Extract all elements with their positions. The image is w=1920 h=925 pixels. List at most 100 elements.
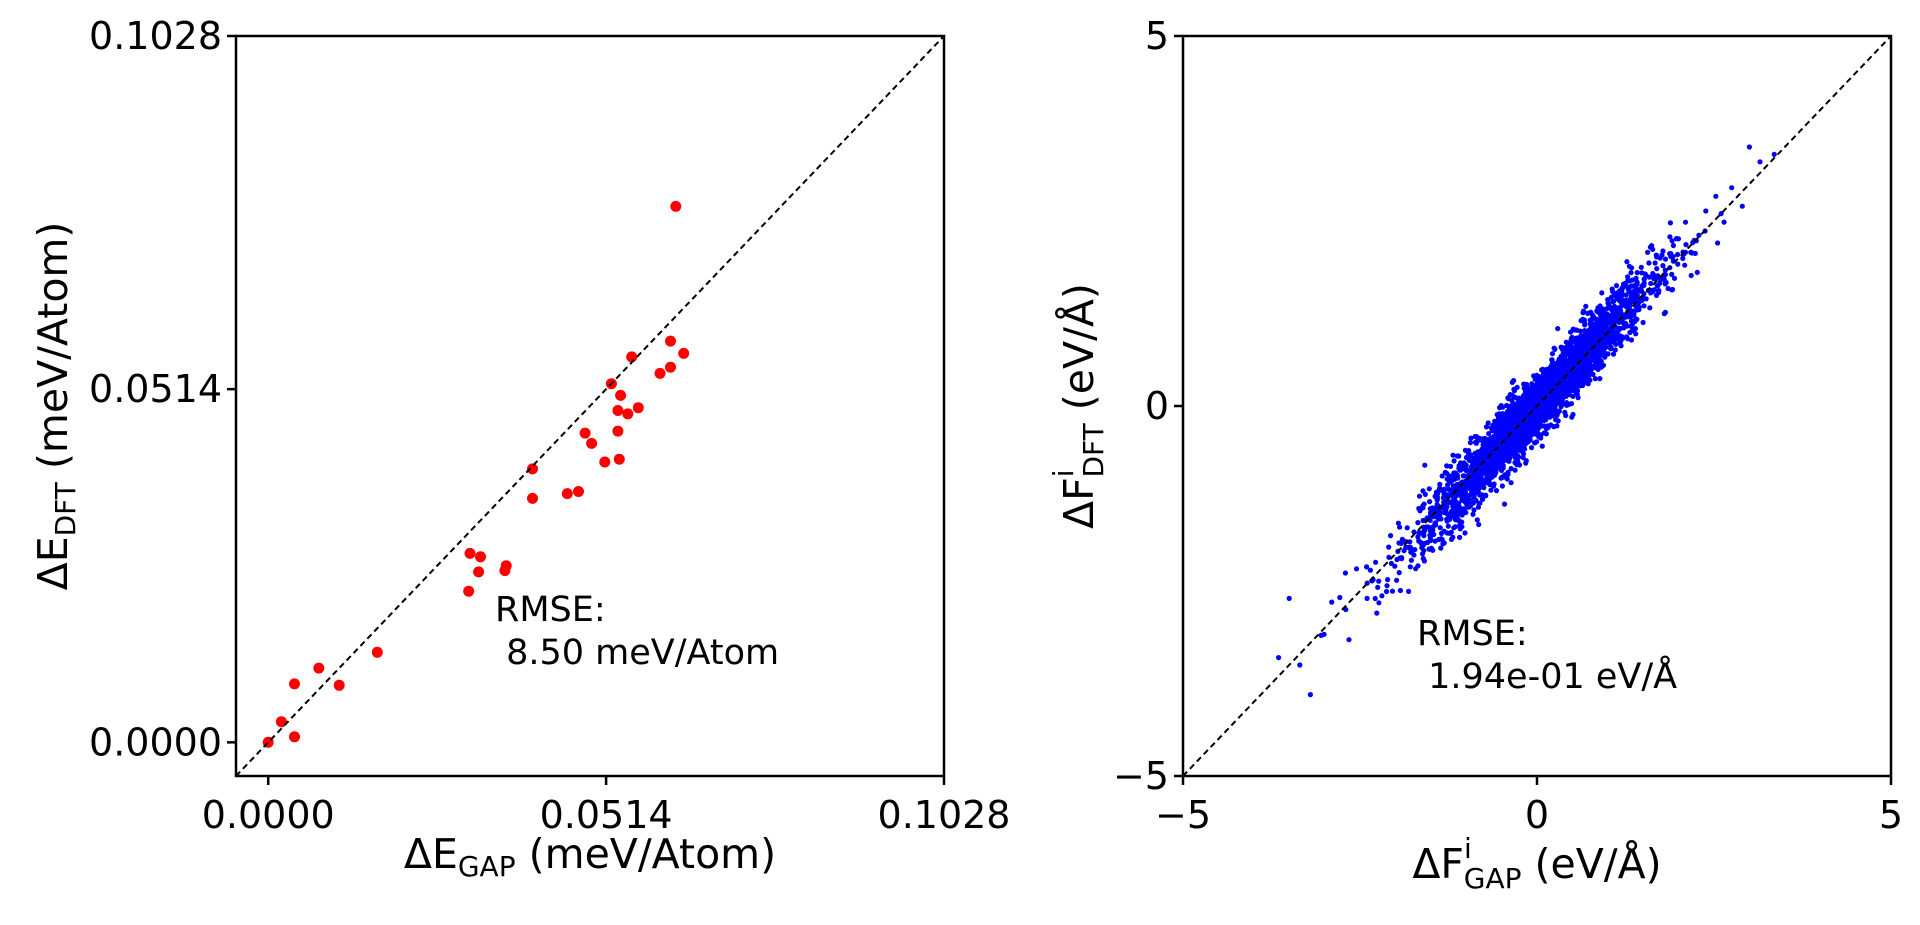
force-point [1276,655,1282,661]
energy-point [612,425,624,437]
force-point [1512,460,1518,466]
force-point [1531,398,1537,404]
force-point [1511,388,1518,394]
force-point [1408,557,1414,563]
force-point [1638,264,1644,270]
force-point [1376,600,1382,606]
force-y-axis-label: ΔFiDFT (eV/Å) [1047,283,1110,529]
force-point [1573,383,1579,389]
force-point [1567,381,1573,387]
energy-points-layer [262,200,690,748]
force-point [1473,440,1479,446]
force-point [1474,476,1480,482]
force-point [1496,411,1502,417]
force-point [1545,405,1551,411]
force-point [1584,331,1590,337]
force-point [1660,248,1666,254]
force-point [1633,285,1639,291]
force-point [1688,272,1694,279]
energy-parity-plot: 0.0000 0.0514 0.1028 0.0000 0.0514 0.1028 RM… [29,14,1010,883]
force-point [1623,303,1629,309]
force-point [1571,352,1577,358]
force-point [1618,304,1624,310]
force-point [1416,493,1423,499]
force-point [1638,285,1644,292]
force-y-tick-label: −5 [1113,754,1169,798]
force-point [1553,417,1559,423]
energy-x-axis-label: ΔEGAP (meV/Atom) [404,830,776,883]
force-point [1474,463,1480,469]
force-point [1634,316,1640,322]
force-point [1661,276,1667,283]
force-point [1626,263,1632,269]
force-point [1439,537,1445,543]
force-rmse-label: RMSE: 1.94e-01 eV/Å [1417,614,1677,697]
force-point [1477,481,1483,487]
force-point [1550,413,1556,419]
force-point [1581,308,1587,314]
force-point [1592,376,1598,382]
force-point [1688,249,1694,255]
force-point [1559,356,1565,362]
force-point [1487,457,1493,463]
force-point [1593,358,1599,364]
force-point [1645,249,1651,255]
force-point [1620,335,1626,341]
force-point [1488,487,1494,493]
force-point [1529,413,1535,420]
force-point [1628,318,1635,324]
force-point [1447,516,1453,522]
force-point [1682,219,1689,225]
force-point [1375,584,1381,590]
force-point [1721,219,1727,225]
force-point [1545,423,1551,429]
force-point [1623,292,1629,298]
force-point [1469,477,1475,483]
force-point [1448,529,1454,535]
force-point [1554,423,1560,429]
force-point [1449,499,1455,505]
force-point [1617,309,1623,315]
force-y-tick-label: 5 [1145,14,1169,58]
force-point [1529,425,1535,431]
force-point [1364,564,1370,570]
force-point [1490,467,1496,473]
force-point [1568,371,1574,377]
force-point [1555,362,1561,368]
force-point [1680,255,1686,261]
force-point [1512,467,1518,473]
force-point [1568,345,1575,351]
force-point [1583,367,1589,373]
force-point [1450,503,1456,509]
force-point [1580,371,1586,377]
energy-point [678,347,690,359]
force-point [1603,320,1609,327]
force-point [1602,345,1608,351]
force-point [1498,475,1504,481]
force-point [1460,473,1466,479]
force-point [1520,454,1526,461]
force-point [1670,242,1676,249]
force-point [1549,357,1555,363]
force-point [1544,383,1550,389]
force-point [1608,305,1614,311]
force-point [1564,346,1570,352]
force-point [1616,313,1622,319]
force-point [1401,548,1407,554]
force-point [1419,545,1425,551]
force-point [1481,463,1487,469]
force-point [1599,324,1605,330]
force-point [1539,443,1545,449]
energy-x-ticks: 0.0000 0.0514 0.1028 [202,776,1010,837]
force-point [1386,544,1392,550]
force-point [1593,352,1599,358]
energy-point [579,427,591,439]
force-point [1715,240,1721,246]
force-point [1662,267,1668,273]
force-point [1612,347,1618,353]
force-point [1634,270,1640,276]
force-point [1669,238,1675,244]
force-point [1388,533,1394,539]
force-point [1450,452,1456,458]
energy-point [289,678,300,690]
